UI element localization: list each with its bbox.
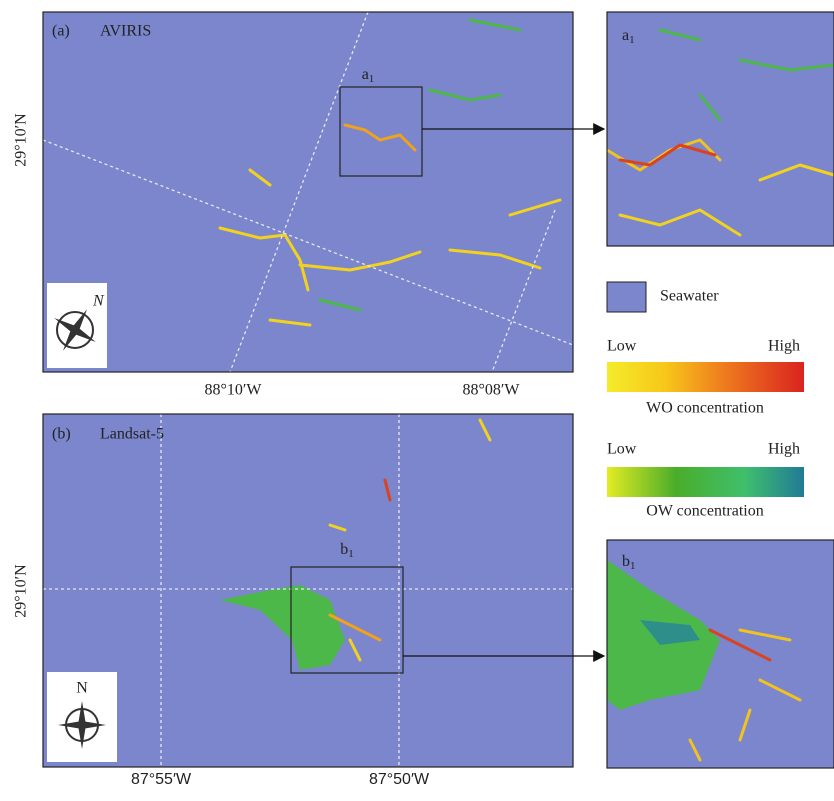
- lon-label: 87°50′W: [369, 771, 430, 788]
- panel-label: (a): [52, 23, 70, 40]
- legend: Seawater Low High WO concentration Low H…: [607, 282, 804, 520]
- svg-text:N: N: [92, 293, 105, 310]
- panel-a: (a) AVIRIS a1 N 29°10′N 88°10′W 88°08′W: [13, 12, 604, 399]
- lon-label: 87°55′W: [131, 771, 192, 788]
- zoom-b1: b1: [607, 540, 834, 768]
- wo-colorbar: [607, 362, 804, 392]
- legend-title: WO concentration: [646, 400, 764, 417]
- sensor: AVIRIS: [100, 23, 151, 40]
- lon-label: 88°08′W: [463, 382, 521, 399]
- legend-low: Low: [607, 441, 637, 458]
- ow-colorbar: [607, 467, 804, 497]
- panel-label: (b): [52, 426, 71, 443]
- lat-label: 29°10′N: [13, 113, 30, 167]
- sensor: Landsat-5: [100, 426, 164, 443]
- legend-title: OW concentration: [646, 503, 763, 520]
- legend-high: High: [768, 338, 800, 355]
- legend-high: High: [768, 441, 800, 458]
- panel-b: (b) Landsat-5 b1 N 29°10′N 87°55′W 87°50…: [13, 414, 604, 788]
- lon-label: 88°10′W: [205, 382, 263, 399]
- lat-label: 29°10′N: [13, 564, 30, 618]
- legend-low: Low: [607, 338, 637, 355]
- figure: (a) AVIRIS a1 N 29°10′N 88°10′W 88°08′W …: [0, 0, 834, 801]
- map-a: [43, 12, 573, 372]
- legend-entry: Seawater: [660, 288, 719, 305]
- svg-text:N: N: [76, 680, 88, 697]
- seawater-swatch: [607, 282, 646, 312]
- zoom-a1: a1: [607, 12, 834, 246]
